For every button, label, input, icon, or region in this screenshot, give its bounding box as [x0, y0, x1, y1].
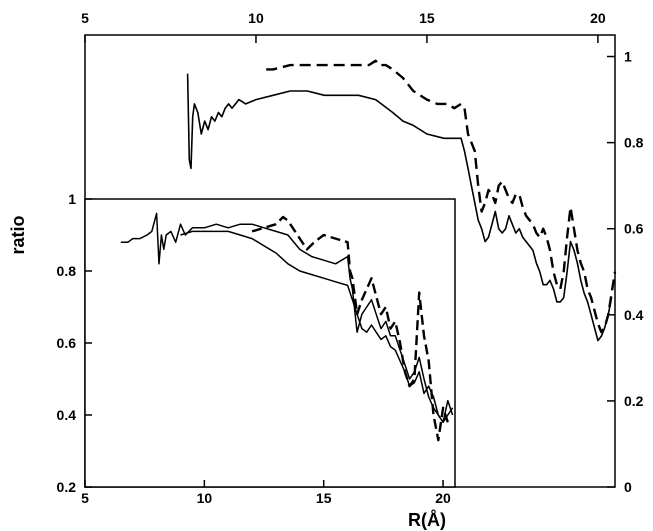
inset-y-tick-label: 0.6 — [57, 335, 77, 351]
main-y-tick-label: 0.8 — [624, 135, 644, 151]
inset-y-tick-label: 0.4 — [57, 407, 77, 423]
main-series-group — [186, 59, 617, 342]
main-y-tick-label: 0.2 — [624, 393, 644, 409]
main-y-tick-label: 0 — [624, 479, 632, 495]
main-y-tick-label: 0.4 — [624, 307, 644, 323]
inset-x-tick-label: 10 — [197, 490, 213, 506]
main-y-tick-label: 0.6 — [624, 221, 644, 237]
inset-series-line-2 — [120, 212, 454, 423]
inset-y-tick-label: 1 — [68, 191, 76, 207]
main-x-tick-label: 20 — [590, 10, 606, 26]
main-y-tick-label: 1 — [624, 49, 632, 65]
inset-plot-panel: 5 10 15 20 0.2 0.4 0.6 0.8 1 — [57, 191, 456, 506]
main-series-line-1 — [266, 59, 617, 334]
main-axis-ticks: 5 10 15 20 0 0.2 0.4 0.6 0.8 1 — [81, 10, 644, 495]
main-series-line-2 — [186, 73, 613, 342]
y-axis-title: ratio — [8, 215, 28, 254]
inset-x-tick-label: 5 — [81, 490, 89, 506]
inset-series-line-3 — [180, 230, 454, 423]
inset-series-group — [120, 212, 454, 442]
inset-x-tick-label: 15 — [316, 490, 332, 506]
inset-y-tick-label: 0.8 — [57, 263, 77, 279]
main-x-tick-label: 10 — [248, 10, 264, 26]
inset-y-tick-label: 0.2 — [57, 479, 77, 495]
x-axis-title: R(Å) — [408, 510, 446, 530]
inset-series-line-1 — [251, 215, 449, 442]
inset-x-tick-label: 20 — [435, 490, 451, 506]
main-x-tick-label: 5 — [81, 10, 89, 26]
main-x-tick-label: 15 — [419, 10, 435, 26]
inset-axis-ticks: 5 10 15 20 0.2 0.4 0.6 0.8 1 — [57, 191, 452, 506]
